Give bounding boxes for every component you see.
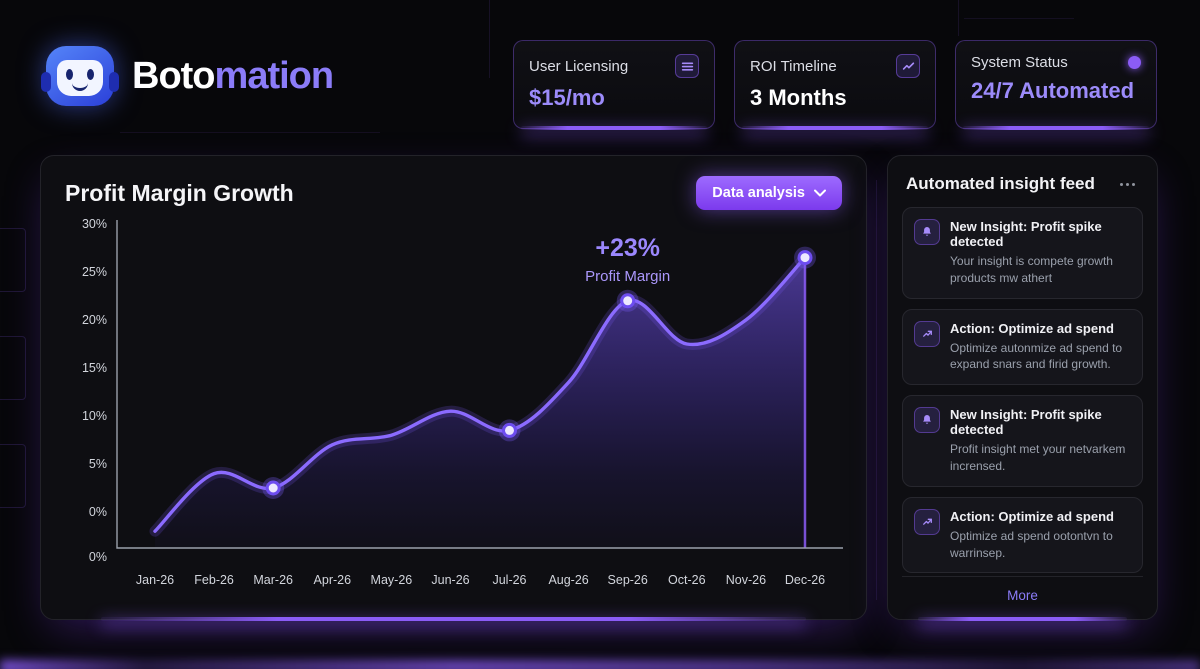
- stat-card-system-status: System Status 24/7 Automated: [955, 40, 1157, 130]
- stat-value: 3 Months: [750, 85, 847, 110]
- svg-text:+23%: +23%: [595, 234, 660, 262]
- bell-icon: [914, 219, 940, 245]
- background-circuit-decoration: [0, 336, 26, 400]
- card-accent-glow: [521, 126, 707, 130]
- stats-row: User Licensing $15/mo ROI Timeline 3 Mon…: [513, 40, 1157, 130]
- stat-value: 24/7 Automated: [971, 78, 1135, 103]
- background-circuit-decoration: [958, 0, 959, 36]
- feed-item-desc: Your insight is compete growth products …: [950, 254, 1113, 285]
- ellipsis-menu-icon[interactable]: [1116, 179, 1139, 190]
- svg-text:Dec-26: Dec-26: [785, 573, 825, 587]
- svg-text:Jun-26: Jun-26: [431, 573, 469, 587]
- status-dot-icon: [1128, 56, 1141, 69]
- svg-text:Profit Margin: Profit Margin: [585, 268, 670, 285]
- svg-text:30%: 30%: [82, 217, 107, 231]
- svg-text:10%: 10%: [82, 409, 107, 423]
- stat-card-user-licensing: User Licensing $15/mo: [513, 40, 715, 130]
- stat-card-roi-timeline: ROI Timeline 3 Months: [734, 40, 936, 130]
- insight-feed-panel: Automated insight feed New Insight: Prof…: [887, 155, 1158, 621]
- background-circuit-decoration: [0, 444, 26, 508]
- background-circuit-decoration: [120, 132, 380, 133]
- svg-text:0%: 0%: [89, 550, 107, 564]
- svg-text:Jul-26: Jul-26: [492, 573, 526, 587]
- stat-value: $15/mo: [529, 85, 605, 110]
- trend-arrow-icon: [914, 320, 940, 347]
- trend-up-icon: [896, 54, 920, 78]
- stat-label: System Status: [971, 54, 1068, 71]
- trend-arrow-icon: [914, 508, 940, 535]
- stat-label: User Licensing: [529, 57, 629, 75]
- data-analysis-button[interactable]: Data analysis: [696, 176, 842, 210]
- feed-item-title: New Insight: Profit spike detected: [950, 407, 1102, 438]
- feed-item-title: New Insight: Profit spike detected: [950, 219, 1102, 249]
- svg-text:Feb-26: Feb-26: [194, 573, 234, 587]
- bottom-glow-decoration: [0, 660, 1200, 669]
- card-accent-glow: [963, 126, 1149, 130]
- brand-name: Botomation: [132, 54, 334, 97]
- card-accent-glow: [918, 617, 1127, 621]
- card-accent-glow: [742, 126, 928, 130]
- stat-label: ROI Timeline: [750, 57, 837, 75]
- svg-text:Aug-26: Aug-26: [548, 573, 588, 587]
- svg-text:Oct-26: Oct-26: [668, 573, 706, 587]
- feed-item-desc: Optimize ad spend ootontvn to warrinsep.: [950, 528, 1113, 560]
- svg-text:Nov-26: Nov-26: [726, 573, 766, 587]
- svg-text:15%: 15%: [82, 361, 107, 375]
- svg-text:Mar-26: Mar-26: [253, 573, 293, 587]
- card-accent-glow: [101, 617, 806, 621]
- svg-text:0%: 0%: [89, 505, 107, 519]
- data-analysis-button-label: Data analysis: [712, 185, 805, 201]
- svg-text:May-26: May-26: [371, 573, 413, 587]
- profit-margin-chart: 30% 25% 20% 15% 10% 5% 0% 0% Jan-26 Feb-26 Mar-26 A…: [82, 217, 843, 587]
- feed-item-title: Action: Optimize ad spend: [950, 508, 1114, 524]
- insight-feed-list: New Insight: Profit spike detected Your …: [902, 207, 1143, 574]
- more-link[interactable]: More: [1007, 588, 1038, 603]
- feed-item-desc: Profit insight met your netvarkem incren…: [950, 442, 1126, 473]
- feed-item-desc: Optimize autonmize ad spend to expand sn…: [950, 340, 1123, 372]
- bell-icon: [914, 407, 940, 434]
- chart-panel-title: Profit Margin Growth: [65, 179, 294, 206]
- insight-feed-item[interactable]: Action: Optimize ad spend Optimize ad sp…: [902, 496, 1143, 574]
- chevron-down-icon: [814, 189, 826, 197]
- feed-item-title: Action: Optimize ad spend: [950, 320, 1114, 336]
- svg-text:25%: 25%: [82, 265, 107, 279]
- insight-feed-item[interactable]: New Insight: Profit spike detected Profi…: [902, 395, 1143, 487]
- svg-text:Jan-26: Jan-26: [136, 573, 174, 587]
- background-circuit-decoration: [0, 228, 26, 292]
- background-circuit-decoration: [489, 0, 490, 78]
- insight-feed-item[interactable]: New Insight: Profit spike detected Your …: [902, 207, 1143, 299]
- svg-text:5%: 5%: [89, 457, 107, 471]
- insight-feed-title: Automated insight feed: [906, 174, 1095, 193]
- insight-feed-item[interactable]: Action: Optimize ad spend Optimize auton…: [902, 308, 1143, 386]
- svg-text:Apr-26: Apr-26: [314, 573, 352, 587]
- svg-text:Sep-26: Sep-26: [608, 573, 648, 587]
- robot-logo-icon: [41, 40, 119, 112]
- profit-margin-panel: Profit Margin Growth Data analysis 30% 25…: [40, 155, 867, 621]
- brand-header: Botomation: [41, 40, 334, 112]
- background-circuit-decoration: [964, 18, 1074, 19]
- menu-lines-icon: [675, 54, 699, 78]
- svg-text:20%: 20%: [82, 313, 107, 327]
- background-circuit-decoration: [876, 180, 877, 600]
